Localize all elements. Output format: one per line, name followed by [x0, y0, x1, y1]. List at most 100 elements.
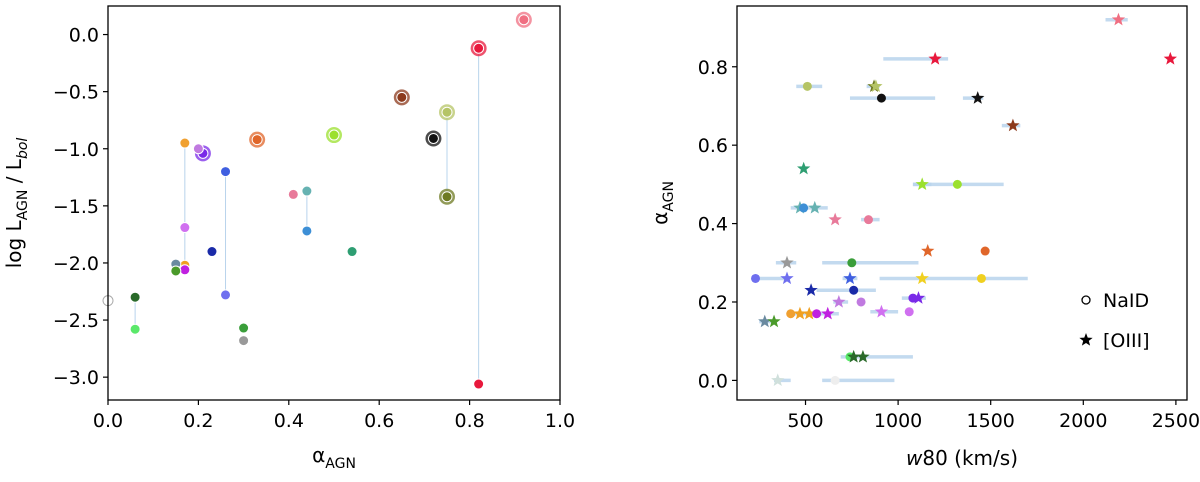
y-tick-label: 0.2 — [698, 292, 728, 314]
data-point — [179, 264, 191, 276]
x-tick-label: 1500 — [967, 410, 1015, 432]
data-point-star — [869, 79, 883, 93]
data-point — [441, 191, 453, 203]
data-point — [220, 289, 232, 301]
data-point — [179, 222, 191, 234]
data-point-circle — [976, 273, 986, 283]
data-point-circle — [799, 203, 809, 213]
data-point-star — [832, 294, 846, 308]
right-x-ticks: 500 1000 1500 2000 2500 — [787, 400, 1200, 432]
left-y-axis-label: log LAGN / Lbol — [2, 138, 31, 269]
data-point-star — [771, 373, 785, 387]
data-point — [518, 14, 530, 26]
left-plot-frame — [107, 5, 561, 401]
data-point-circle — [849, 285, 859, 295]
data-point-circle — [904, 307, 914, 317]
right-plot-frame — [736, 5, 1188, 401]
data-point-star — [780, 255, 794, 269]
data-point-circle — [952, 179, 962, 189]
data-point-star — [856, 349, 870, 363]
data-point — [427, 132, 439, 144]
data-point-star — [911, 291, 926, 304]
data-point — [251, 134, 263, 146]
x-tick-label: 2500 — [1152, 410, 1200, 432]
data-point-star — [874, 304, 889, 318]
data-point — [301, 185, 313, 197]
data-point — [473, 378, 485, 390]
right-legend: NaID [OIII] — [1079, 290, 1150, 352]
y-tick-label: 0.6 — [698, 135, 728, 157]
data-point-star — [804, 283, 818, 296]
data-point — [129, 323, 141, 335]
legend-label-oiii: [OIII] — [1103, 330, 1150, 352]
data-point-star — [843, 271, 857, 285]
data-point-circle — [786, 309, 796, 319]
data-point-circle — [751, 273, 761, 283]
y-tick-label: −2.5 — [53, 310, 99, 332]
data-point — [287, 188, 299, 200]
data-point-star — [1111, 12, 1126, 26]
data-point-star — [928, 51, 942, 65]
x-tick-label: 0.0 — [93, 410, 123, 432]
data-point — [192, 143, 204, 155]
data-point — [220, 166, 232, 178]
data-point-star — [767, 314, 781, 328]
left-x-ticks: 0.0 0.2 0.4 0.6 0.8 1.0 — [93, 400, 575, 432]
data-point-circle — [812, 309, 822, 319]
x-tick-label: 2000 — [1059, 410, 1107, 432]
y-tick-label: −1.0 — [53, 139, 99, 161]
data-point-star — [758, 314, 772, 328]
y-tick-label: −1.5 — [53, 196, 99, 218]
x-tick-label: 0.6 — [364, 410, 394, 432]
data-point — [441, 106, 453, 118]
left-chart: 0.0 0.2 0.4 0.6 0.8 1.0 0.0 −0.5 −1.0 −1.5 −2.0 −2… — [2, 5, 575, 472]
data-point — [170, 265, 182, 277]
data-point-circle — [876, 93, 886, 103]
data-point-circle — [802, 81, 812, 91]
right-chart: 500 1000 1500 2000 2500 0.0 0.2 0.4 0.6 0.8 w80 … — [648, 5, 1200, 470]
data-point — [206, 246, 218, 258]
legend-star-icon — [1079, 333, 1093, 346]
data-point-star — [1006, 118, 1020, 132]
data-point-star — [808, 200, 822, 214]
data-point-star — [847, 349, 861, 363]
data-point — [346, 246, 358, 258]
data-point — [328, 129, 340, 141]
data-point-circle — [863, 215, 873, 225]
y-tick-label: −2.0 — [53, 253, 99, 275]
y-tick-label: 0.4 — [698, 214, 728, 236]
x-tick-label: 1000 — [874, 410, 922, 432]
legend-label-naid: NaID — [1103, 290, 1149, 312]
x-tick-label: 500 — [787, 410, 823, 432]
data-point — [179, 137, 191, 149]
right-x-axis-label: w80 (km/s) — [906, 446, 1018, 470]
y-tick-label: 0.8 — [698, 57, 728, 79]
data-point — [238, 335, 250, 347]
data-point-circle — [830, 375, 840, 385]
data-point — [238, 322, 250, 334]
data-point — [473, 42, 485, 54]
data-point-star — [915, 271, 929, 285]
data-point — [396, 91, 408, 103]
left-connector-lines — [134, 48, 480, 385]
data-point-star — [780, 271, 794, 285]
right-y-ticks: 0.0 0.2 0.4 0.6 0.8 — [698, 57, 737, 392]
x-tick-label: 1.0 — [545, 410, 575, 432]
data-point-star — [921, 244, 935, 257]
data-point-circle — [980, 246, 990, 256]
x-tick-label: 0.8 — [454, 410, 484, 432]
data-point-star — [1163, 51, 1177, 65]
data-point-star — [915, 177, 929, 191]
right-error-bars — [753, 17, 1128, 383]
data-point-star — [828, 212, 842, 226]
data-point-star — [802, 306, 816, 320]
legend-circle-icon — [1081, 295, 1091, 305]
data-point-star — [793, 306, 807, 320]
data-point-circle — [856, 297, 866, 307]
x-tick-label: 0.4 — [274, 410, 304, 432]
right-y-axis-label: αAGN — [648, 181, 677, 225]
data-point-star — [797, 161, 811, 175]
data-point-star — [971, 91, 985, 104]
x-tick-label: 0.2 — [183, 410, 213, 432]
